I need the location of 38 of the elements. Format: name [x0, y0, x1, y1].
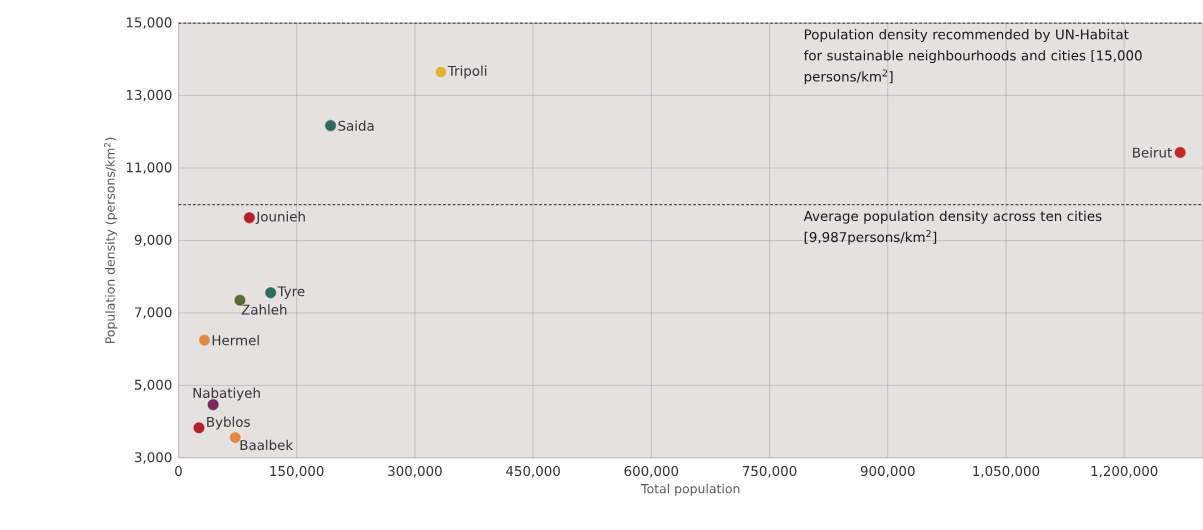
y-tick-label: 5,000 [134, 379, 172, 392]
ref-line-label: Average population density across ten cities [9,987persons/km$^{2}$] [803, 210, 1102, 245]
series-label: Beirut [1133, 147, 1172, 158]
series-label: Jounieh [255, 211, 305, 225]
point [229, 431, 242, 444]
point [264, 286, 277, 299]
y-tick-label: 9,000 [134, 234, 172, 247]
point [1174, 146, 1187, 159]
y-tick-label: 11,000 [126, 162, 172, 174]
x-tick-label: 900,000 [860, 465, 915, 478]
y-tick-label: 13,000 [126, 89, 172, 102]
y-tick-label: 7,000 [135, 307, 172, 319]
series-label: Tyre [277, 286, 305, 299]
x-tick-label: 150,000 [270, 465, 324, 478]
series-label: Saida [338, 120, 374, 131]
x-tick-label: 0 [175, 465, 182, 477]
point [324, 119, 337, 132]
x-tick-label: 750,000 [742, 465, 797, 478]
point [434, 65, 447, 78]
y-tick-label: 3,000 [134, 452, 172, 464]
x-axis-title: Total population [641, 483, 740, 496]
series-label: Baalbek [240, 439, 294, 451]
series-label: Hermel [212, 334, 259, 346]
x-tick-label: 600,000 [624, 465, 679, 478]
x-tick-label: 450,000 [506, 465, 560, 478]
ref-line-label: Population density recommended by UN-Habitat for sustainable neighbourhoods and cities [15,000 persons/km$^{2}$] [803, 29, 1142, 85]
point [243, 211, 256, 224]
series-label: Byblos [207, 416, 250, 430]
point [192, 421, 205, 434]
y-axis-title: Population density (persons/km$^{2}$) [104, 137, 118, 344]
y-tick-label: 15,000 [126, 17, 172, 29]
series-label: Zahleh [241, 304, 287, 315]
x-tick-label: 300,000 [388, 465, 442, 478]
point [198, 334, 211, 347]
x-tick-label: 1,050,000 [973, 465, 1040, 478]
x-tick-label: 1,200,000 [1091, 465, 1158, 478]
series-label: Tripoli [447, 65, 487, 79]
series-label: Nabatiyeh [193, 387, 260, 401]
